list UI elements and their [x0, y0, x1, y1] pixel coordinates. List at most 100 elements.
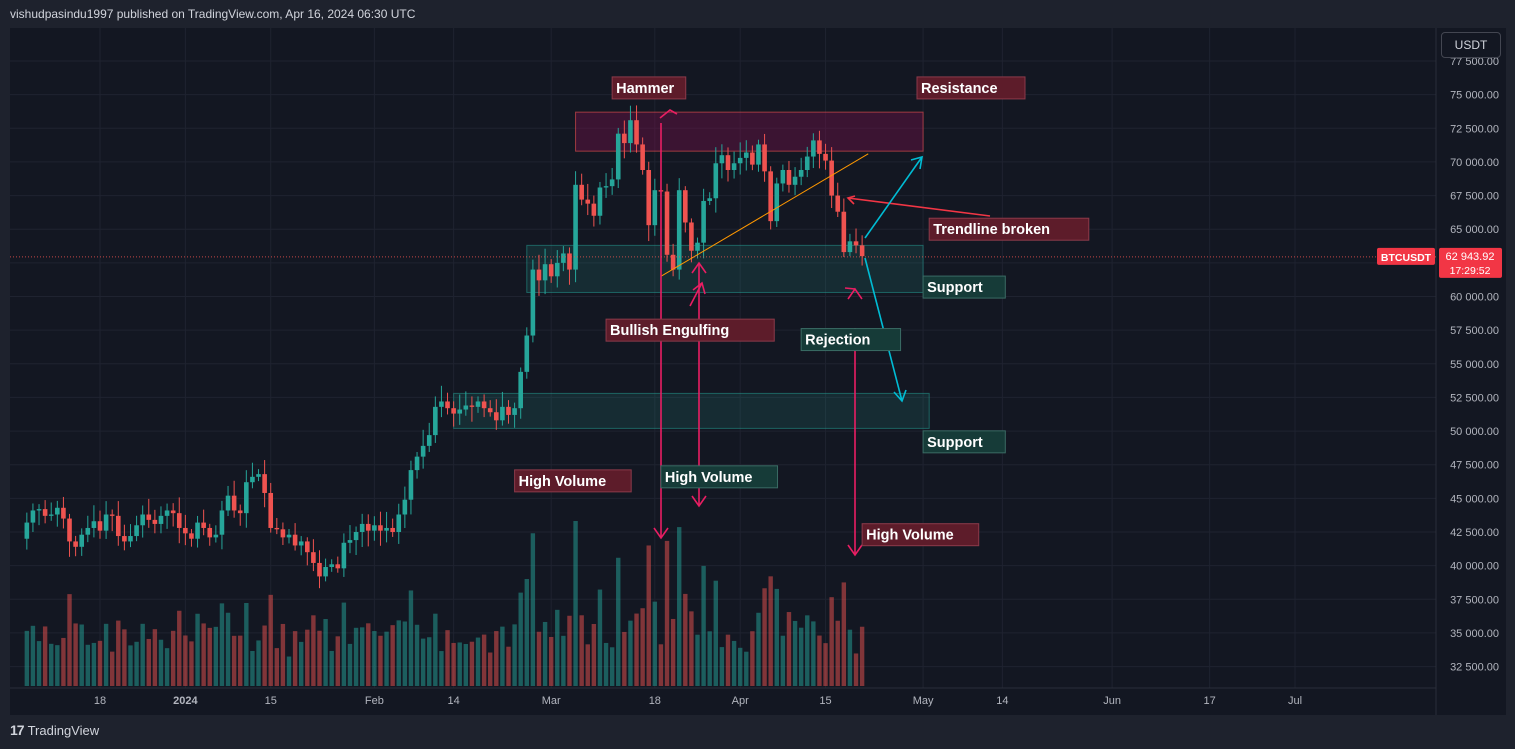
candle-body — [457, 409, 463, 414]
volume-bar — [445, 630, 450, 686]
rejection-arrow — [844, 287, 856, 290]
candle-body — [689, 222, 694, 251]
volume-bar — [670, 618, 676, 686]
volume-bar — [750, 631, 755, 686]
candle-body — [103, 514, 109, 531]
candle-body — [396, 514, 402, 532]
tradingview-brand[interactable]: TradingView — [27, 722, 100, 738]
volume-bar — [616, 557, 621, 686]
candle-body — [823, 153, 828, 161]
volume-bar — [597, 589, 603, 686]
price-tick-label: 37 500.00 — [1450, 594, 1499, 606]
candle-body — [811, 140, 816, 157]
volume-bar — [591, 623, 597, 686]
volume-bar — [500, 626, 505, 686]
currency-button[interactable]: USDT — [1441, 32, 1501, 58]
volume-bar — [164, 648, 170, 686]
candle-body — [579, 184, 584, 200]
annotation-label: Rejection — [800, 328, 902, 352]
candle-body — [317, 562, 322, 577]
volume-bar — [609, 647, 615, 686]
volume-bar — [262, 625, 267, 686]
volume-bar — [433, 613, 438, 686]
volume-bar — [695, 634, 700, 686]
candle-body — [780, 170, 786, 184]
volume-bar — [299, 641, 304, 686]
candle-body — [79, 534, 85, 547]
volume-bar — [49, 643, 54, 686]
volume-bar — [457, 642, 462, 686]
annotation-text: Support — [927, 280, 983, 296]
time-tick-label: 2024 — [173, 695, 198, 707]
candle-body — [573, 184, 578, 270]
volume-bar — [780, 635, 786, 686]
drop-down-arrow-head — [893, 389, 907, 403]
volume-bar — [798, 627, 804, 686]
candle-body — [170, 510, 176, 514]
engulfing-arrow — [689, 282, 703, 307]
trendline-broken-arrow — [847, 197, 991, 217]
price-tick-label: 40 000.00 — [1450, 561, 1499, 573]
candle-body — [737, 157, 743, 164]
candle-body — [750, 152, 755, 165]
candle-body — [743, 152, 749, 158]
annotation-label: High Volume — [660, 465, 779, 489]
tradingview-logo-icon[interactable]: 17 — [10, 722, 25, 738]
candle-body — [463, 405, 469, 410]
candle-body — [128, 536, 133, 542]
volume-bar — [414, 624, 420, 686]
annotation-text: High Volume — [665, 470, 753, 486]
candle-body — [518, 371, 523, 409]
candle-body — [481, 401, 487, 409]
candle-body — [164, 510, 170, 516]
volume-bar — [683, 593, 688, 686]
candle-body — [426, 435, 432, 446]
volume-bar — [305, 629, 310, 686]
candle-body — [695, 242, 700, 251]
candle-body — [585, 199, 591, 204]
annotation-box — [611, 76, 687, 100]
volume-bar — [170, 630, 176, 686]
candlestick-chart[interactable]: Hammer Resistance Trendline broken Support B… — [10, 28, 1506, 715]
candle-body — [323, 566, 328, 577]
candle-body — [762, 144, 767, 172]
volume-bar — [677, 527, 682, 686]
candle-body — [286, 534, 292, 538]
price-tick-label: 67 500.00 — [1450, 191, 1499, 203]
volume-bar — [195, 613, 200, 686]
candle-body — [91, 521, 97, 528]
volume-bar — [579, 615, 584, 686]
volume-bar — [207, 627, 212, 686]
annotation-label: Support — [922, 430, 1006, 454]
candle-body — [707, 198, 712, 201]
chart-panel[interactable]: Hammer Resistance Trendline broken Support B… — [10, 28, 1506, 715]
candle-body — [591, 203, 597, 216]
engulfing-arrow-head — [692, 281, 706, 295]
time-tick-label: 15 — [819, 695, 831, 707]
volume-bar — [719, 647, 725, 686]
candle-body — [646, 170, 652, 226]
price-tick-label: 60 000.00 — [1450, 292, 1499, 304]
candle-body — [725, 155, 731, 171]
time-tick-label: 17 — [1204, 695, 1216, 707]
candle-body — [195, 522, 200, 539]
volume-bar — [762, 588, 767, 686]
annotation-box — [922, 275, 1006, 299]
candle-body — [335, 564, 341, 569]
volume-bar — [664, 540, 670, 686]
time-tick-label: Mar — [542, 695, 561, 707]
candle-body — [841, 211, 847, 253]
annotation-text: Rejection — [805, 333, 870, 349]
volume-bar — [152, 629, 158, 686]
candle-body — [634, 120, 639, 145]
time-tick-label: 18 — [94, 695, 106, 707]
candle-body — [201, 522, 206, 528]
annotation-text: High Volume — [866, 528, 954, 544]
volume-bar — [792, 620, 798, 686]
volume-bar — [756, 612, 761, 686]
volume-bar — [481, 634, 487, 686]
volume-bar — [737, 647, 743, 686]
volume-bar — [859, 626, 865, 686]
volume-bar — [341, 602, 347, 686]
volume-bar — [701, 565, 706, 686]
